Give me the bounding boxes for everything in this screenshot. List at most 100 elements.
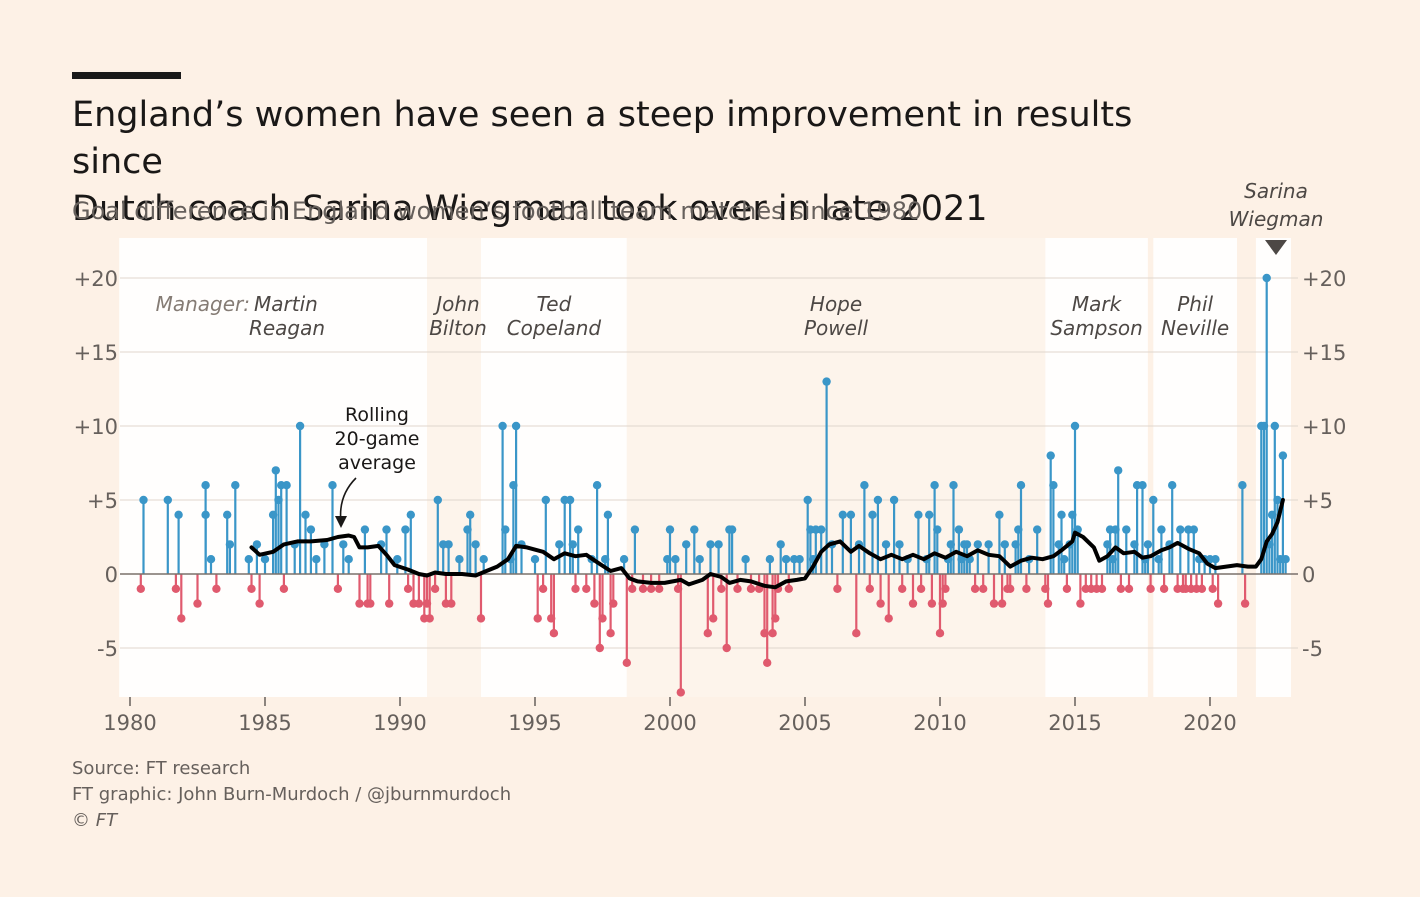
x-tick-label: 1980	[103, 711, 156, 735]
y-tick-label-right: +5	[1302, 489, 1333, 513]
match-dot	[1189, 525, 1199, 534]
match-dot	[760, 629, 769, 638]
manager-label-name: Sampson	[1050, 316, 1142, 340]
match-dot	[295, 421, 305, 431]
match-dot	[703, 629, 712, 638]
match-dot	[344, 555, 353, 564]
match-dot	[590, 599, 599, 608]
match-dot	[898, 584, 907, 593]
match-dot	[1054, 540, 1064, 549]
match-dot	[609, 599, 618, 608]
y-axis-right: -5 0 +5 +10 +15 +20	[1302, 267, 1346, 661]
match-dot	[709, 614, 718, 623]
match-dot	[174, 510, 183, 519]
chart-footer: Source: FT research FT graphic: John Bur…	[72, 756, 511, 834]
match-dot	[1154, 555, 1163, 564]
match-dot	[447, 599, 456, 608]
match-dot	[393, 555, 402, 564]
match-dot	[925, 510, 934, 519]
match-dot	[949, 481, 958, 490]
match-dot	[1240, 599, 1250, 608]
match-dot	[663, 555, 672, 564]
match-dot	[1157, 525, 1166, 534]
match-dot	[538, 584, 548, 593]
match-dot	[733, 584, 742, 593]
rolling-average-line	[249, 498, 1285, 590]
x-tick-label: 2005	[778, 711, 831, 735]
match-dot	[252, 540, 262, 549]
match-dot	[768, 629, 777, 638]
match-dot	[177, 614, 186, 623]
match-dot	[606, 629, 615, 638]
match-dot	[171, 584, 181, 593]
match-dot	[223, 510, 232, 519]
source-note: Source: FT research	[72, 758, 251, 779]
match-dot	[231, 481, 240, 490]
match-dot	[1138, 481, 1147, 490]
manager-band-3	[626, 238, 1046, 697]
match-dot	[941, 584, 950, 593]
match-dot	[973, 540, 982, 549]
match-dot	[1046, 451, 1055, 460]
match-dot	[274, 495, 283, 505]
match-dot	[271, 466, 280, 475]
match-dot	[889, 495, 899, 505]
match-dot	[868, 510, 877, 519]
match-dot	[1111, 525, 1120, 534]
match-dot	[201, 510, 210, 519]
match-dot	[255, 599, 264, 608]
match-dot	[706, 540, 715, 549]
match-dot	[455, 555, 464, 564]
match-dot	[1116, 584, 1126, 593]
match-dot	[1033, 525, 1042, 534]
match-dot	[771, 614, 780, 623]
manager-band-4	[1045, 238, 1148, 697]
match-dot	[1168, 481, 1177, 490]
match-dot	[695, 555, 704, 564]
match-dot	[962, 540, 972, 549]
match-dot	[1149, 495, 1158, 505]
annotation-line: average	[338, 452, 416, 474]
y-tick-label-left: +20	[74, 267, 118, 291]
match-dot	[803, 495, 812, 505]
match-dot	[1143, 540, 1153, 549]
match-dot	[876, 599, 885, 608]
manager-label-prefix: Manager:	[156, 292, 250, 316]
match-dot	[646, 584, 656, 593]
match-dot	[163, 495, 172, 505]
match-dot	[1259, 421, 1269, 431]
match-dot	[979, 584, 988, 593]
match-dot	[784, 584, 793, 593]
y-tick-label-left: 0	[105, 563, 118, 587]
match-dot	[425, 614, 434, 623]
match-dot	[385, 599, 394, 608]
match-dot	[139, 495, 148, 505]
match-dot	[247, 584, 256, 593]
match-dot	[212, 584, 221, 593]
match-dot	[260, 555, 270, 564]
match-dot	[765, 555, 775, 564]
match-dot	[1238, 481, 1247, 490]
match-dot	[673, 584, 683, 593]
match-dot	[1062, 584, 1072, 593]
copyright-note: © FT	[72, 810, 118, 831]
match-dot	[1114, 466, 1123, 475]
match-dot	[676, 688, 685, 697]
chart-subtitle: Goal difference in England women’s footb…	[72, 197, 923, 225]
annotation-line: Rolling	[345, 404, 409, 426]
match-dot	[574, 525, 583, 534]
match-dot	[655, 584, 664, 593]
x-tick-label: 2010	[913, 711, 966, 735]
rolling-average	[249, 498, 1285, 590]
manager-label-name: Bilton	[429, 316, 487, 340]
match-dot	[433, 495, 442, 505]
match-dot	[382, 525, 391, 534]
match-dot	[1197, 584, 1207, 593]
match-dot	[1060, 555, 1069, 564]
match-dot	[282, 481, 291, 490]
match-dot	[555, 540, 564, 549]
match-dot	[1011, 540, 1020, 549]
y-tick-label-left: -5	[97, 637, 118, 661]
chart-title-line-2: Dutch coach Sarina Wiegman took over in …	[72, 189, 988, 229]
match-dot	[1076, 599, 1085, 608]
